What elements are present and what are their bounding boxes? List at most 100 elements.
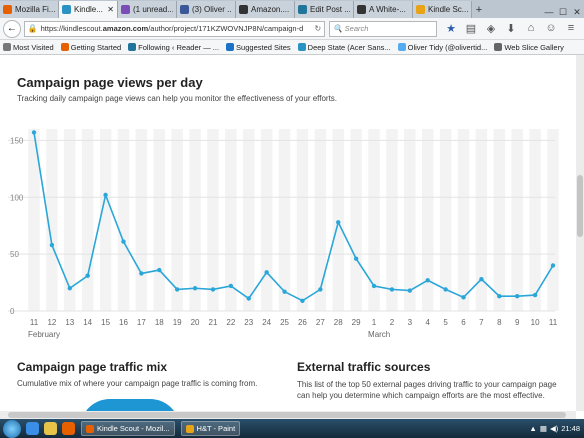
firefox-icon[interactable] (62, 422, 75, 435)
maximize-icon[interactable]: ☐ (558, 7, 568, 17)
scrollbar-thumb[interactable] (577, 175, 583, 237)
data-point (246, 296, 251, 301)
x-tick-label: 29 (352, 318, 361, 327)
scrollbar-thumb[interactable] (8, 412, 566, 418)
chart-column-bg (475, 129, 488, 311)
data-point (389, 287, 395, 292)
taskbar-task[interactable]: H&T - Paint (180, 421, 241, 436)
taskbar-task[interactable]: Kindle Scout - Mozil... (81, 421, 175, 436)
bookmark-icon (397, 43, 406, 51)
browser-tab[interactable]: (3) Oliver ... (177, 1, 236, 18)
home-icon[interactable]: ⌂ (527, 22, 535, 34)
chart-column-bg (243, 129, 255, 311)
y-tick-label: 150 (10, 136, 24, 145)
data-point (407, 288, 413, 293)
download-icon[interactable]: ⬇ (506, 23, 516, 35)
data-point (210, 287, 216, 292)
month-label: March (368, 330, 390, 339)
back-button[interactable]: ← (3, 19, 21, 38)
bookmark-item[interactable]: Getting Started (60, 42, 122, 52)
chart-column-bg (421, 129, 434, 311)
browser-tab[interactable]: A White-... (354, 1, 413, 18)
horizontal-scrollbar[interactable] (0, 411, 576, 419)
chart-column-bg (99, 129, 112, 311)
x-tick-label: 19 (173, 318, 182, 327)
url-prefix: https://kindlescout. (40, 24, 103, 33)
bookmark-item[interactable]: Web Slice Gallery (494, 43, 564, 52)
x-tick-label: 22 (226, 318, 235, 327)
x-tick-label: 27 (316, 318, 325, 327)
chart-column-bg (457, 129, 470, 311)
volume-icon[interactable]: ◀) (549, 424, 559, 433)
chart-column-bg (332, 129, 344, 311)
browser-tab[interactable]: Edit Post ... (295, 1, 354, 18)
chart-column-bg (493, 129, 506, 311)
explorer-icon[interactable] (44, 422, 57, 435)
chart-column-bg (117, 129, 130, 311)
ie-icon[interactable] (26, 422, 39, 435)
data-point (67, 286, 72, 291)
x-tick-label: 17 (137, 318, 146, 327)
data-point (479, 276, 484, 282)
navigation-bar: ← 🔒 https://kindlescout. amazon.com/autho… (0, 18, 584, 40)
browser-tab[interactable]: Amazon.... (236, 1, 295, 18)
data-point (49, 242, 55, 248)
browser-tab[interactable]: (1 unread... (118, 1, 177, 18)
data-point (103, 192, 108, 198)
chart-column-bg (278, 129, 291, 311)
search-input[interactable]: 🔍 Search (329, 20, 437, 37)
close-icon[interactable]: ✕ (107, 5, 114, 14)
chat-icon[interactable]: ☺ (545, 22, 557, 34)
new-tab-button[interactable]: + (475, 3, 483, 16)
bookmark-label: Deep State (Acer Sans... (307, 42, 391, 52)
x-tick-label: 11 (549, 318, 558, 327)
chart-column-bg (260, 129, 273, 311)
traffic-mix-title: Campaign page traffic mix (17, 360, 168, 374)
url-path: /author/project/171KZWOVNJP8N/campaign-d (148, 24, 304, 33)
bookmark-item[interactable]: Following ‹ Reader — ... (128, 43, 219, 52)
task-icon (185, 424, 194, 433)
reading-list-icon[interactable]: ▤ (465, 23, 477, 35)
browser-tab[interactable]: Kindle Sc... (413, 1, 472, 18)
chart-column-bg (171, 129, 183, 311)
lock-icon: 🔒 (27, 24, 38, 33)
browser-tab[interactable]: Mozilla Fi... (0, 1, 59, 18)
url-bar[interactable]: 🔒 https://kindlescout. amazon.com/author/… (23, 20, 326, 37)
start-button[interactable] (3, 419, 21, 438)
x-tick-label: 9 (515, 318, 520, 327)
tab-label: Amazon.... (251, 5, 290, 14)
menu-icon[interactable]: ≡ (567, 22, 575, 34)
x-tick-label: 25 (280, 318, 289, 327)
tab-favicon-icon (62, 5, 71, 14)
clock[interactable]: 21:48 (561, 424, 580, 433)
x-tick-label: 26 (298, 318, 307, 327)
bookmark-label: Getting Started (70, 42, 122, 52)
windows-taskbar: Kindle Scout - Mozil... H&T - Paint ▲ ▦ … (0, 419, 584, 438)
x-tick-label: 4 (425, 318, 430, 327)
traffic-mix-pie-chart (80, 399, 180, 411)
tab-favicon-icon (121, 5, 130, 14)
chart-column-bg (28, 129, 40, 311)
minimize-icon[interactable]: — (544, 7, 554, 17)
data-point (443, 287, 448, 292)
browser-tab-active[interactable]: Kindle... ✕ (59, 1, 118, 18)
x-tick-label: 5 (443, 318, 448, 327)
x-tick-label: 2 (390, 318, 395, 327)
tab-label: Kindle Sc... (428, 5, 468, 14)
external-sources-title: External traffic sources (297, 360, 431, 374)
system-tray: ▲ ▦ ◀) 21:48 (526, 424, 584, 433)
network-icon[interactable]: ▦ (539, 424, 547, 433)
bookmark-item[interactable]: Oliver Tidy (@olivertid... (397, 43, 487, 52)
bookmark-item[interactable]: Suggested Sites (226, 43, 291, 52)
bookmark-item[interactable]: Most Visited (3, 43, 54, 52)
vertical-scrollbar[interactable] (576, 55, 584, 411)
bookmark-star-icon[interactable]: ★ (446, 23, 456, 35)
pocket-icon[interactable]: ◈ (486, 23, 496, 35)
bookmark-item[interactable]: Deep State (Acer Sans... (297, 42, 391, 52)
tab-bar: Mozilla Fi... Kindle... ✕ (1 unread... (3… (0, 0, 584, 18)
tray-arrow-icon[interactable]: ▲ (529, 424, 537, 433)
x-tick-label: 14 (83, 318, 92, 327)
data-point (264, 270, 269, 275)
close-window-icon[interactable]: ✕ (573, 7, 581, 17)
reload-icon[interactable]: ↻ (314, 24, 322, 33)
